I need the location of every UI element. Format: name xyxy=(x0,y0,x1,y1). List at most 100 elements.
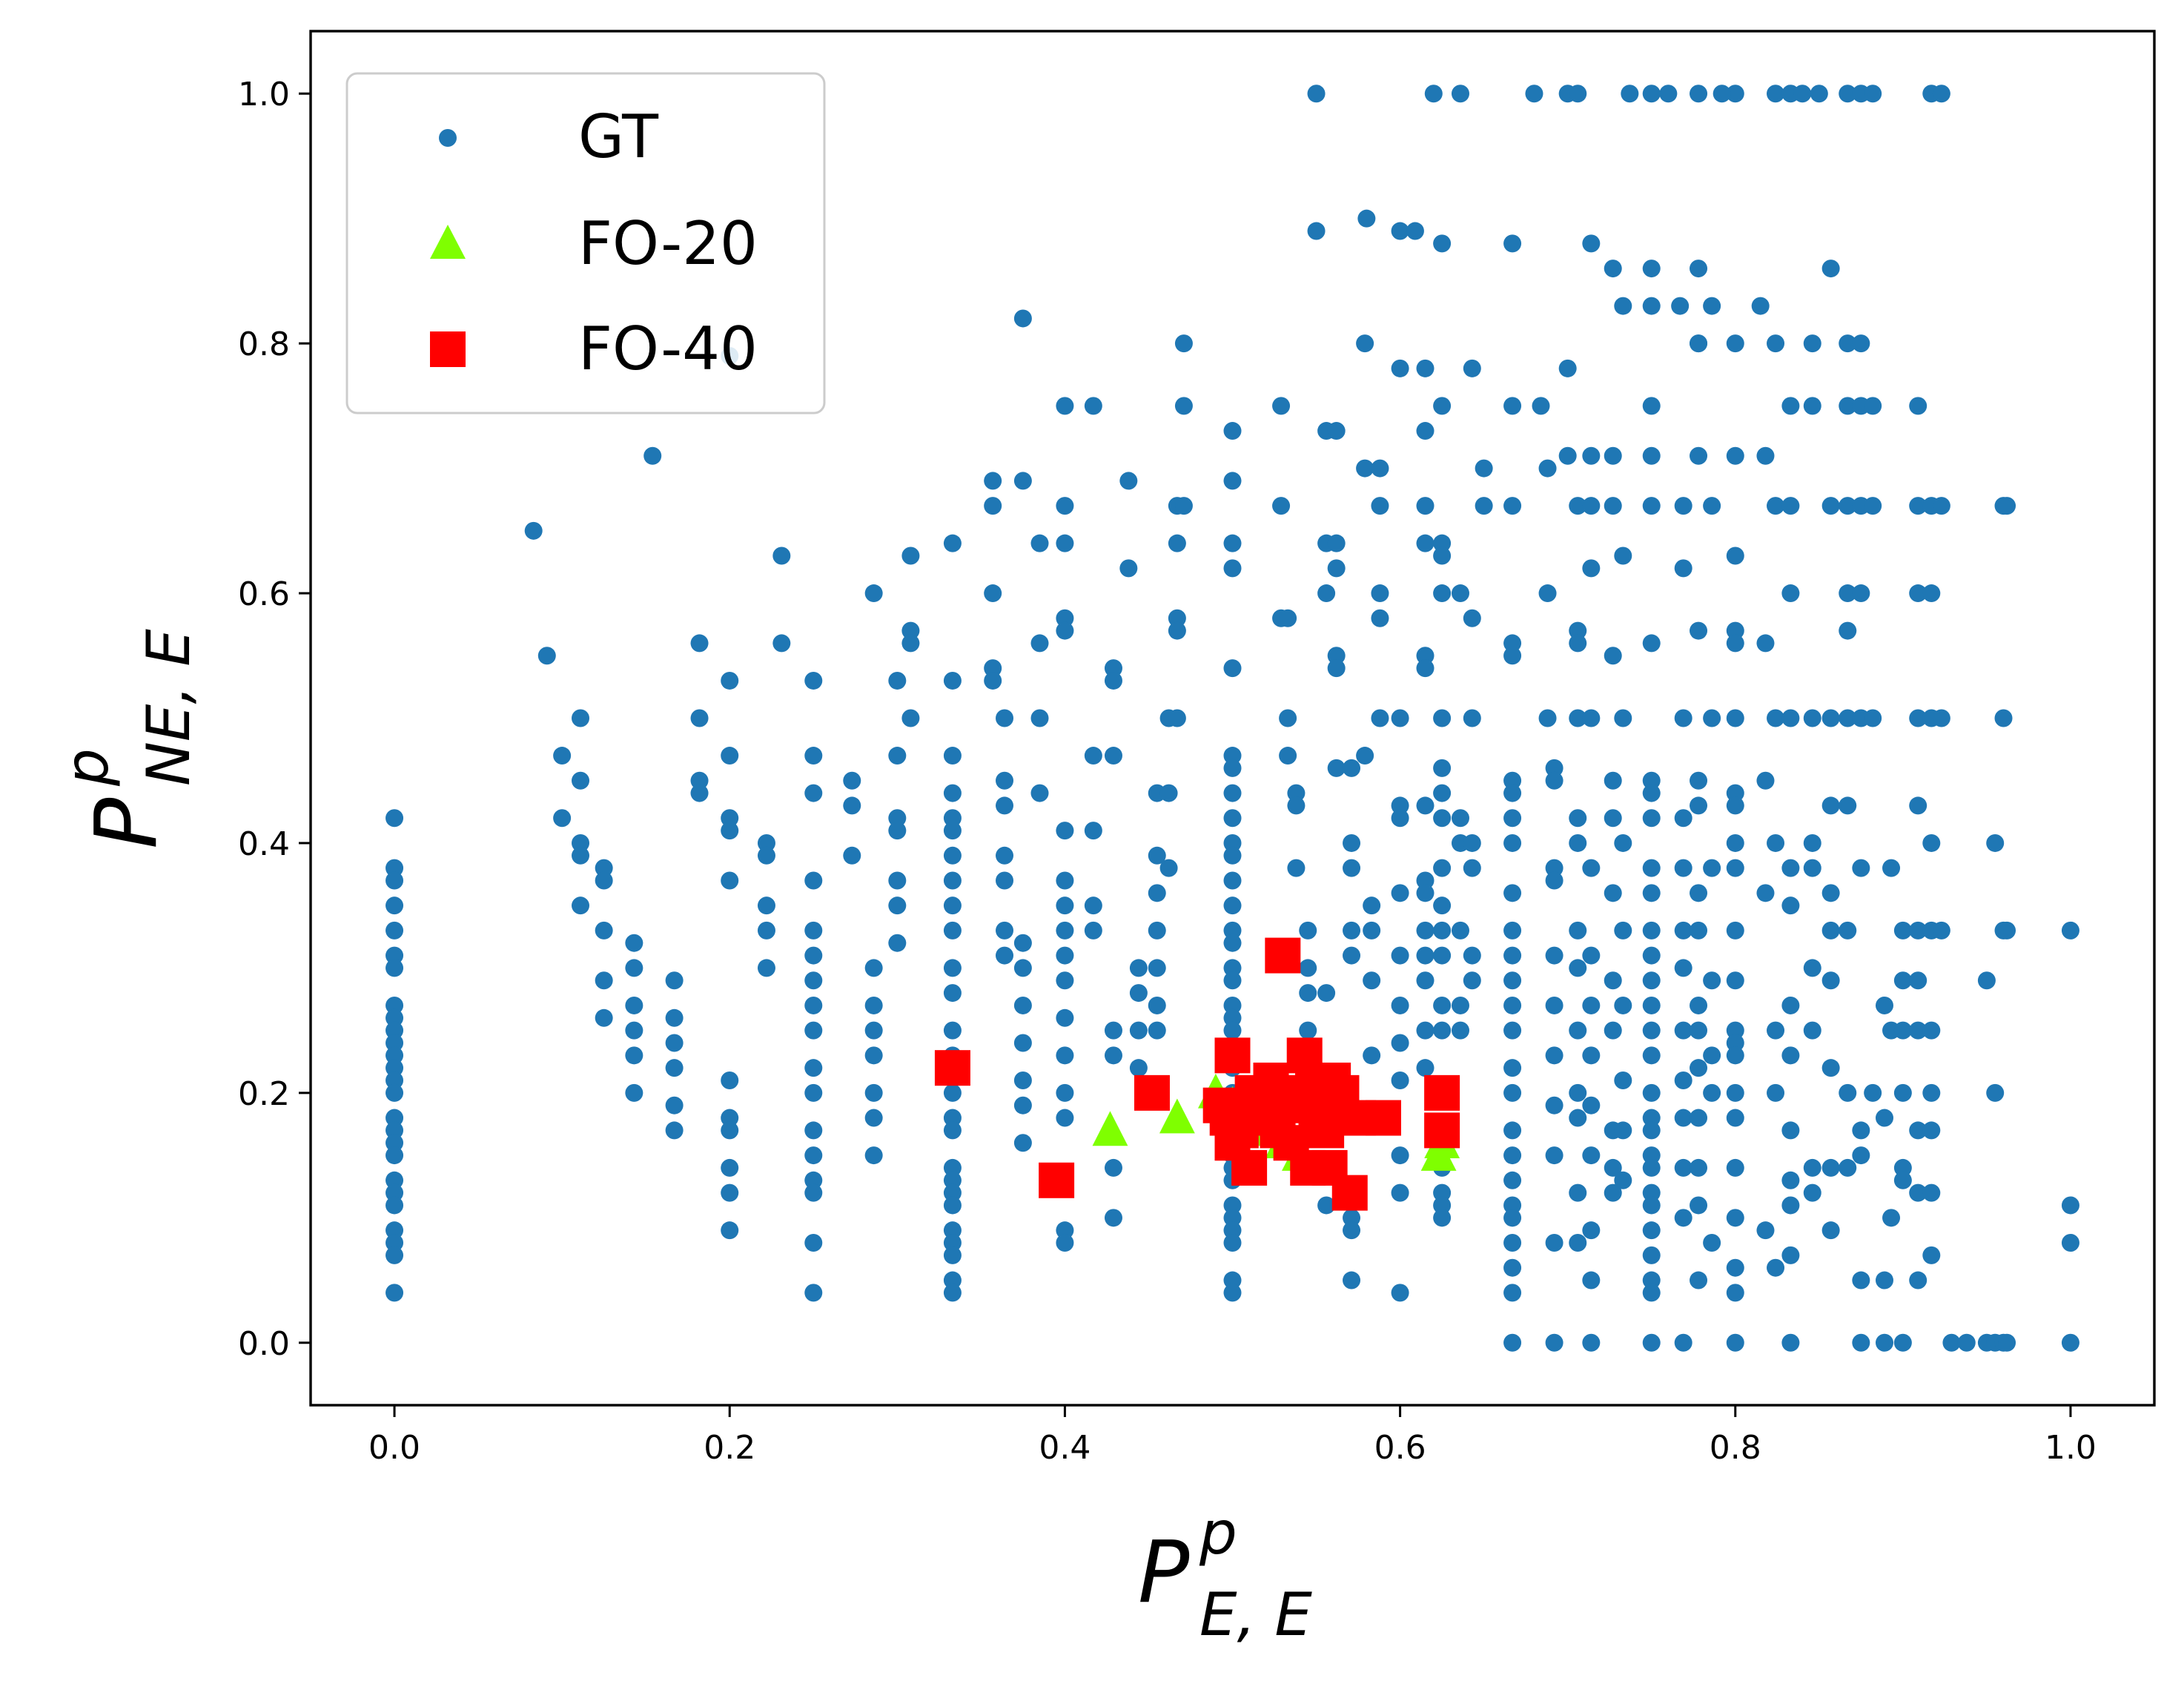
data-point-gt xyxy=(665,971,684,990)
data-point-gt xyxy=(385,1021,404,1040)
data-point-gt xyxy=(1726,1258,1744,1277)
data-point-gt xyxy=(385,1046,404,1065)
data-point-gt xyxy=(1433,547,1452,565)
data-point-gt xyxy=(1056,946,1074,965)
data-point-gt xyxy=(1159,859,1178,877)
data-point-gt xyxy=(690,709,709,727)
data-point-gt xyxy=(1391,884,1409,902)
data-point-gt xyxy=(1839,796,1857,815)
data-point-gt xyxy=(1363,921,1381,940)
data-point-gt xyxy=(1327,559,1346,578)
data-point-gt xyxy=(1343,1221,1361,1240)
data-point-gt xyxy=(595,859,613,877)
data-point-gt xyxy=(1406,222,1424,240)
data-point-gt xyxy=(1223,1196,1242,1215)
data-point-gt xyxy=(1545,1333,1563,1352)
data-point-gt xyxy=(1713,85,1731,103)
data-point-gt xyxy=(1569,1183,1587,1202)
x-tick-label: 0.2 xyxy=(704,1429,755,1467)
data-point-gt xyxy=(572,833,590,852)
data-point-gt xyxy=(1056,1221,1074,1240)
data-point-gt xyxy=(1821,1221,1840,1240)
data-point-gt xyxy=(1986,1083,2005,1102)
data-point-gt xyxy=(1343,759,1361,777)
y-tick-label: 0.4 xyxy=(238,825,290,863)
data-point-gt xyxy=(804,747,823,765)
data-point-gt xyxy=(804,1083,823,1102)
data-point-gt xyxy=(943,1271,962,1290)
data-point-gt xyxy=(1998,497,2016,515)
data-point-gt xyxy=(1451,996,1469,1014)
data-point-gt xyxy=(385,859,404,877)
data-point-gt xyxy=(1104,671,1122,690)
data-point-gt xyxy=(757,921,775,940)
legend-marker-fo40 xyxy=(430,331,466,367)
data-point-gt xyxy=(1690,771,1708,790)
data-point-gt xyxy=(1084,747,1102,765)
data-point-gt xyxy=(1356,747,1374,765)
data-point-gt xyxy=(1056,897,1074,915)
data-point-gt xyxy=(1056,1008,1074,1027)
data-point-gt xyxy=(1582,1046,1601,1065)
data-point-gt xyxy=(1642,784,1661,802)
data-point-gt xyxy=(804,871,823,890)
data-point-gt xyxy=(1299,984,1317,1003)
data-point-gt xyxy=(1104,659,1122,678)
data-point-gt xyxy=(804,1284,823,1302)
data-point-gt xyxy=(1614,1171,1632,1189)
data-point-gt xyxy=(1642,1196,1661,1215)
data-point-gt xyxy=(1451,85,1469,103)
data-point-gt xyxy=(1781,584,1800,603)
data-point-gt xyxy=(665,1008,684,1027)
data-point-gt xyxy=(1013,1034,1032,1052)
data-point-gt xyxy=(1433,897,1452,915)
legend-label-fo40: FO-40 xyxy=(578,314,758,383)
data-point-gt xyxy=(1690,1109,1708,1127)
data-point-gt xyxy=(1642,946,1661,965)
data-point-gt xyxy=(1119,559,1138,578)
data-point-gt xyxy=(1852,1333,1870,1352)
data-point-gt xyxy=(1287,784,1306,802)
data-point-gt xyxy=(1463,946,1481,965)
data-point-gt xyxy=(572,771,590,790)
data-point-gt xyxy=(1056,1234,1074,1252)
data-point-gt xyxy=(1642,446,1661,465)
data-point-gt xyxy=(1056,497,1074,515)
data-point-gt xyxy=(1119,472,1138,490)
data-point-gt xyxy=(385,1034,404,1052)
data-point-gt xyxy=(1726,921,1744,940)
data-point-gt xyxy=(1582,946,1601,965)
data-point-gt xyxy=(1922,1183,1941,1202)
data-point-gt xyxy=(665,1096,684,1115)
data-point-gt xyxy=(1223,534,1242,552)
data-point-gt xyxy=(1690,796,1708,815)
data-point-gt xyxy=(1503,1209,1522,1227)
data-point-gt xyxy=(1674,497,1692,515)
data-point-gt xyxy=(1674,1158,1692,1177)
data-point-gt xyxy=(1503,1171,1522,1189)
data-point-gt xyxy=(1922,584,1941,603)
data-point-gt xyxy=(1451,1021,1469,1040)
data-point-gt xyxy=(1703,1234,1721,1252)
data-point-gt xyxy=(864,1021,883,1040)
data-point-gt xyxy=(1642,1109,1661,1127)
data-point-gt xyxy=(1056,609,1074,627)
data-point-gt xyxy=(1582,1146,1601,1165)
data-point-gt xyxy=(625,934,643,952)
data-point-gt xyxy=(1893,1171,1912,1189)
data-point-gt xyxy=(665,1059,684,1077)
data-point-gt xyxy=(1433,1196,1452,1215)
data-point-gt xyxy=(1307,85,1326,103)
data-point-gt xyxy=(1433,397,1452,415)
data-point-gt xyxy=(1674,1333,1692,1352)
data-point-gt xyxy=(1327,647,1346,665)
data-point-gt xyxy=(1821,260,1840,278)
data-point-gt xyxy=(385,1284,404,1302)
data-point-gt xyxy=(804,1146,823,1165)
data-point-gt xyxy=(1569,1234,1587,1252)
data-point-gt xyxy=(1642,996,1661,1014)
data-point-gt xyxy=(1545,996,1563,1014)
data-point-gt xyxy=(1726,784,1744,802)
data-point-gt xyxy=(1168,709,1186,727)
